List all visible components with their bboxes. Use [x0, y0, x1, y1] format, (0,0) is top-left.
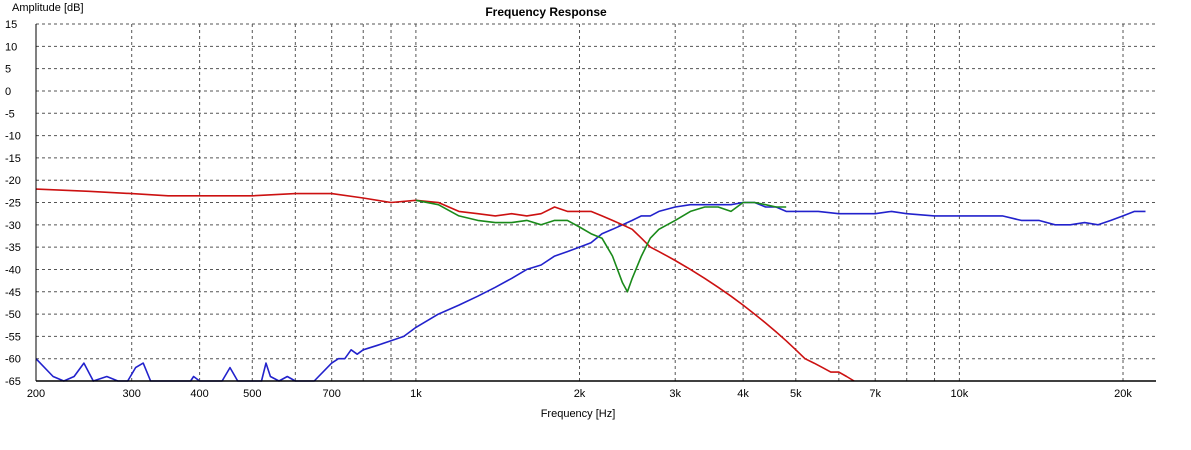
y-axis-label: Amplitude [dB]	[12, 2, 84, 14]
y-tick-label: -10	[5, 131, 21, 143]
y-tick-label: 0	[5, 86, 11, 98]
grid	[36, 23, 1156, 381]
x-tick-label: 10k	[951, 388, 969, 400]
y-tick-label: 10	[5, 41, 17, 53]
y-tick-label: -20	[5, 175, 21, 187]
y-tick-label: -30	[5, 220, 21, 232]
x-tick-labels: 200 300 400 500 700 1k 2k 3k 4k 5k 7k 10k 20k	[27, 388, 1133, 400]
chart-title: Frequency Response	[485, 5, 607, 19]
series-line-2	[35, 188, 855, 382]
y-tick-label: -45	[5, 287, 21, 299]
y-tick-label: -5	[5, 108, 15, 120]
y-tick-labels: 15 10 5 0 -5 -10 -15 -20 -25 -30 -35 -40 -45 -50 -55 -6…	[5, 19, 21, 388]
y-tick-label: -25	[5, 198, 21, 210]
x-tick-label: 5k	[790, 388, 802, 400]
y-tick-label: -40	[5, 264, 21, 276]
series-line-1	[35, 201, 1146, 382]
x-tick-label: 1k	[410, 388, 422, 400]
y-tick-label: -50	[5, 309, 21, 321]
x-tick-label: 500	[243, 388, 261, 400]
series-group	[35, 188, 1146, 382]
x-tick-label: 7k	[869, 388, 881, 400]
x-tick-label: 700	[323, 388, 341, 400]
x-axis-label: Frequency [Hz]	[541, 408, 616, 420]
y-tick-label: -35	[5, 242, 21, 254]
x-tick-label: 20k	[1114, 388, 1132, 400]
x-tick-label: 200	[27, 388, 45, 400]
x-tick-label: 3k	[669, 388, 681, 400]
x-tick-label: 4k	[737, 388, 749, 400]
x-tick-label: 300	[123, 388, 141, 400]
y-tick-label: 15	[5, 19, 17, 31]
x-tick-label: 400	[190, 388, 208, 400]
x-tick-label: 2k	[574, 388, 586, 400]
y-tick-label: 5	[5, 64, 11, 76]
y-tick-label: -65	[5, 376, 21, 388]
y-tick-label: -15	[5, 153, 21, 165]
y-tick-label: -60	[5, 354, 21, 366]
y-tick-label: -55	[5, 331, 21, 343]
series-line-3	[415, 199, 787, 293]
